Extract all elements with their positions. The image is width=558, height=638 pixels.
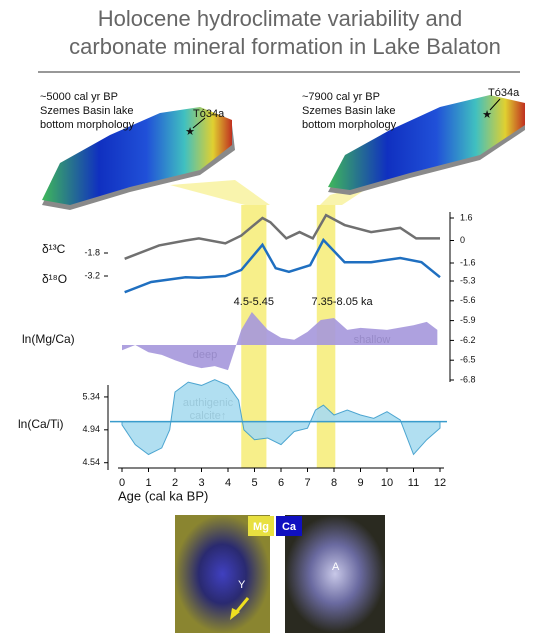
- x-tick-label: 5: [251, 477, 257, 489]
- map: [328, 95, 525, 190]
- y-tick-label: -3.2: [84, 270, 100, 280]
- map-label: ~5000 cal yr BP: [40, 91, 118, 103]
- legend-swatch: [248, 516, 274, 536]
- highlight-label: 4.5-5.45: [234, 296, 274, 308]
- grain-label: Y: [238, 579, 246, 591]
- highlight-label: 7.35-8.05 ka: [311, 296, 373, 308]
- y-tick-label: -1.8: [84, 247, 100, 257]
- site-star: ★: [482, 109, 492, 121]
- y2-tick-label: -5.9: [460, 315, 476, 325]
- y-tick-label: 4.94: [82, 424, 100, 434]
- x-tick-label: 3: [198, 477, 204, 489]
- panel-label: δ¹⁸O: [42, 272, 67, 286]
- x-tick-label: 2: [172, 477, 178, 489]
- legend-label: Ca: [282, 521, 297, 533]
- panel-label: ln(Ca/Ti): [18, 417, 64, 431]
- y2-tick-label: 1.6: [460, 212, 473, 222]
- x-tick-label: 4: [225, 477, 231, 489]
- arrow-head: [230, 608, 240, 620]
- title-line: Holocene hydroclimate variability and: [98, 6, 462, 31]
- map: [42, 107, 232, 205]
- map-label: Szemes Basin lake: [40, 105, 134, 117]
- x-tick-label: 7: [304, 477, 310, 489]
- map-label: Szemes Basin lake: [302, 105, 396, 117]
- legend-swatch: [276, 516, 302, 536]
- y-tick-label: 4.54: [82, 457, 100, 467]
- x-tick-label: 12: [434, 477, 446, 489]
- y2-tick-label: 0: [460, 235, 465, 245]
- y2-tick-label: -5.6: [460, 295, 476, 305]
- line: [124, 213, 440, 260]
- panel-label: δ¹³C: [42, 242, 66, 256]
- pointer: [192, 117, 206, 129]
- y-tick-label: 5.34: [82, 391, 100, 401]
- x-axis-label: Age (cal ka BP): [118, 488, 208, 503]
- map-label: ~7900 cal yr BP: [302, 91, 380, 103]
- funnel: [170, 180, 270, 205]
- y2-tick-label: -6.5: [460, 355, 476, 365]
- site-label: Tó34a: [488, 87, 520, 99]
- panel-label: ln(Mg/Ca): [22, 332, 75, 346]
- line: [124, 237, 441, 294]
- area: [121, 379, 441, 456]
- map-label: bottom morphology: [40, 119, 135, 131]
- site-star: ★: [185, 126, 195, 138]
- x-tick-label: 8: [331, 477, 337, 489]
- y2-tick-label: -5.3: [460, 275, 476, 285]
- x-tick-label: 1: [145, 477, 151, 489]
- y2-tick-label: -6.8: [460, 374, 476, 384]
- pointer: [489, 98, 501, 111]
- map-label: bottom morphology: [302, 119, 397, 131]
- title-line: carbonate mineral formation in Lake Bala…: [69, 34, 501, 59]
- site-label: Tó34a: [193, 108, 225, 120]
- x-tick-label: 9: [357, 477, 363, 489]
- x-tick-label: 10: [381, 477, 393, 489]
- y2-tick-label: -6.2: [460, 335, 476, 345]
- grain-label: A: [332, 561, 340, 573]
- x-tick-label: 6: [278, 477, 284, 489]
- x-tick-label: 11: [408, 477, 419, 489]
- y2-tick-label: -1.6: [460, 257, 476, 267]
- plot: 4.5-5.45 7.35-8.05 ka0 1 2 3 4 5 6 7 8 9 10 11 12Age …: [18, 205, 476, 503]
- area: [122, 312, 438, 371]
- x-tick-label: 0: [119, 477, 125, 489]
- legend-label: Mg: [253, 521, 269, 533]
